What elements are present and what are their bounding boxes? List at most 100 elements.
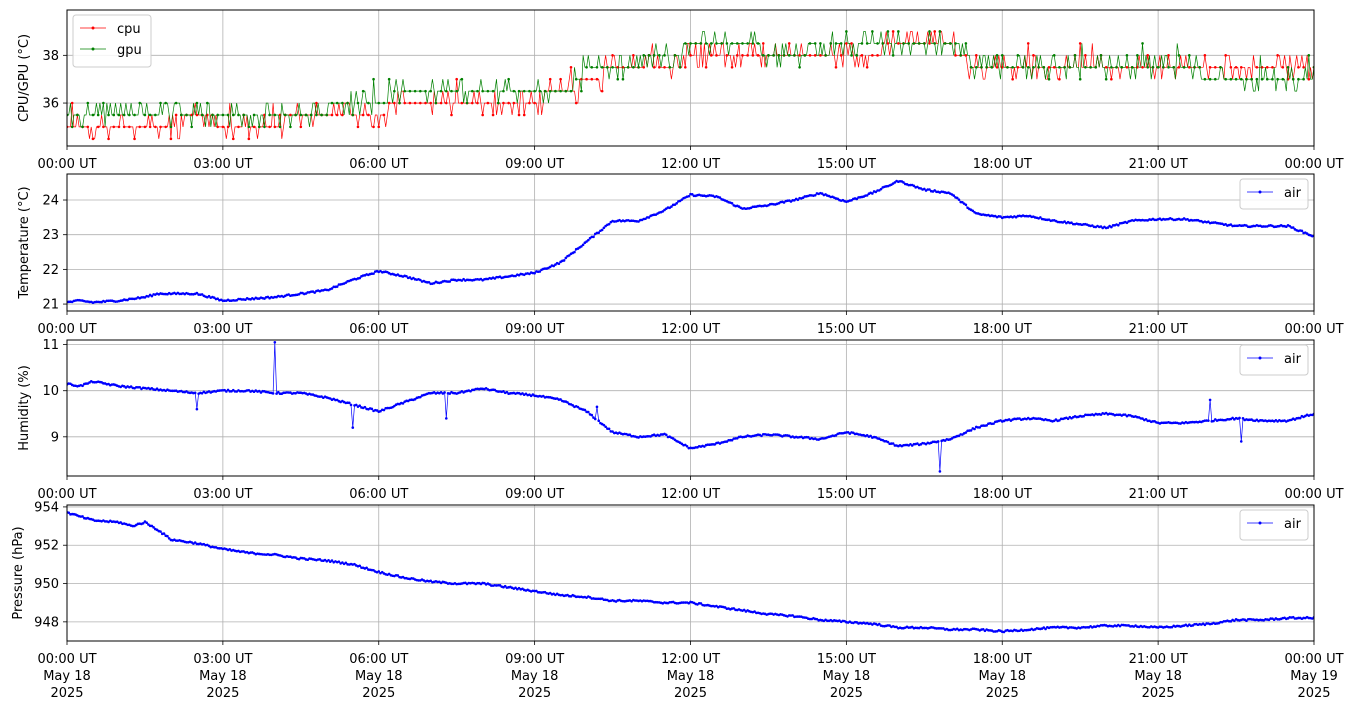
data-point — [1177, 54, 1181, 57]
data-point — [252, 125, 256, 129]
data-point — [720, 42, 723, 45]
data-point — [244, 298, 247, 302]
data-point — [981, 627, 985, 631]
data-point — [354, 403, 358, 407]
data-point — [725, 54, 729, 57]
data-point — [860, 42, 864, 45]
data-point — [606, 65, 609, 69]
data-point — [689, 54, 692, 57]
data-point — [408, 101, 412, 105]
x-tick-label: 06:00 UT — [349, 322, 408, 337]
data-point — [957, 434, 961, 438]
data-point — [1207, 419, 1210, 422]
data-point — [1141, 65, 1144, 69]
data-point — [590, 77, 594, 81]
data-point — [1026, 42, 1030, 45]
data-point — [1234, 65, 1238, 69]
data-point — [434, 101, 438, 105]
plot-area — [67, 511, 1314, 634]
data-point — [330, 559, 334, 562]
data-point — [583, 408, 587, 412]
data-point — [1229, 77, 1233, 81]
data-point — [263, 125, 266, 129]
y-tick-label: 9 — [51, 430, 59, 445]
data-point — [512, 89, 516, 93]
data-point — [154, 125, 157, 129]
data-point — [450, 113, 453, 117]
data-point — [370, 407, 374, 411]
data-point — [351, 426, 355, 429]
data-point — [973, 427, 976, 431]
data-point — [450, 89, 453, 93]
data-point — [278, 125, 282, 129]
data-point — [916, 442, 919, 445]
data-point — [637, 65, 640, 69]
data-point — [607, 427, 611, 431]
data-point — [600, 65, 604, 69]
data-point — [611, 65, 614, 69]
data-point — [886, 42, 890, 45]
data-point — [1026, 65, 1030, 69]
data-point — [162, 532, 166, 535]
data-point — [1000, 54, 1004, 57]
x-tick-label: 06:00 UT — [349, 157, 408, 172]
data-point — [644, 217, 647, 221]
data-point — [581, 243, 585, 247]
data-point — [865, 194, 869, 197]
data-point — [690, 193, 694, 196]
y-tick-label: 950 — [34, 577, 59, 592]
x-tick-label: 12:00 UT — [661, 157, 720, 172]
x-tick-year-label: 2025 — [986, 686, 1019, 701]
data-point — [1219, 65, 1222, 69]
data-point — [732, 607, 736, 610]
x-tick-label: 06:00 UT — [349, 652, 408, 667]
data-point — [398, 101, 401, 105]
data-point — [869, 434, 872, 438]
data-point — [621, 77, 625, 81]
data-point — [195, 113, 199, 117]
data-point — [680, 198, 684, 201]
data-point — [1265, 65, 1269, 69]
data-point — [559, 77, 562, 81]
data-point — [891, 442, 895, 445]
data-point — [796, 198, 800, 202]
data-point — [294, 113, 297, 117]
data-point — [1307, 77, 1311, 81]
data-point — [607, 222, 611, 226]
data-point — [486, 101, 490, 105]
data-point — [798, 65, 801, 69]
data-point — [335, 285, 339, 288]
data-point — [419, 395, 422, 399]
data-point — [1241, 416, 1245, 420]
data-point — [67, 511, 71, 514]
data-point — [408, 276, 412, 279]
data-point — [1245, 77, 1248, 81]
data-point — [1203, 77, 1207, 81]
data-point — [1058, 65, 1061, 69]
data-point — [252, 113, 256, 117]
data-point — [257, 125, 261, 129]
data-point — [538, 89, 542, 93]
data-point — [315, 101, 318, 105]
legend-box — [1239, 344, 1309, 376]
legend-label: air — [1284, 517, 1302, 532]
data-point — [730, 201, 734, 205]
data-point — [874, 190, 878, 194]
data-point — [611, 430, 614, 433]
data-point — [876, 54, 879, 57]
data-point — [787, 42, 791, 45]
data-point — [70, 125, 74, 129]
data-point — [964, 54, 968, 57]
data-point — [505, 390, 509, 394]
data-point — [86, 125, 90, 129]
x-tick-label: 00:00 UT — [1284, 157, 1343, 172]
data-point — [602, 226, 606, 230]
data-point — [1125, 221, 1129, 225]
data-point — [813, 42, 817, 45]
data-point — [703, 445, 706, 448]
data-point — [481, 113, 484, 117]
data-point — [517, 113, 521, 117]
data-point — [725, 42, 729, 45]
data-point — [1084, 54, 1087, 57]
data-point — [382, 113, 386, 117]
